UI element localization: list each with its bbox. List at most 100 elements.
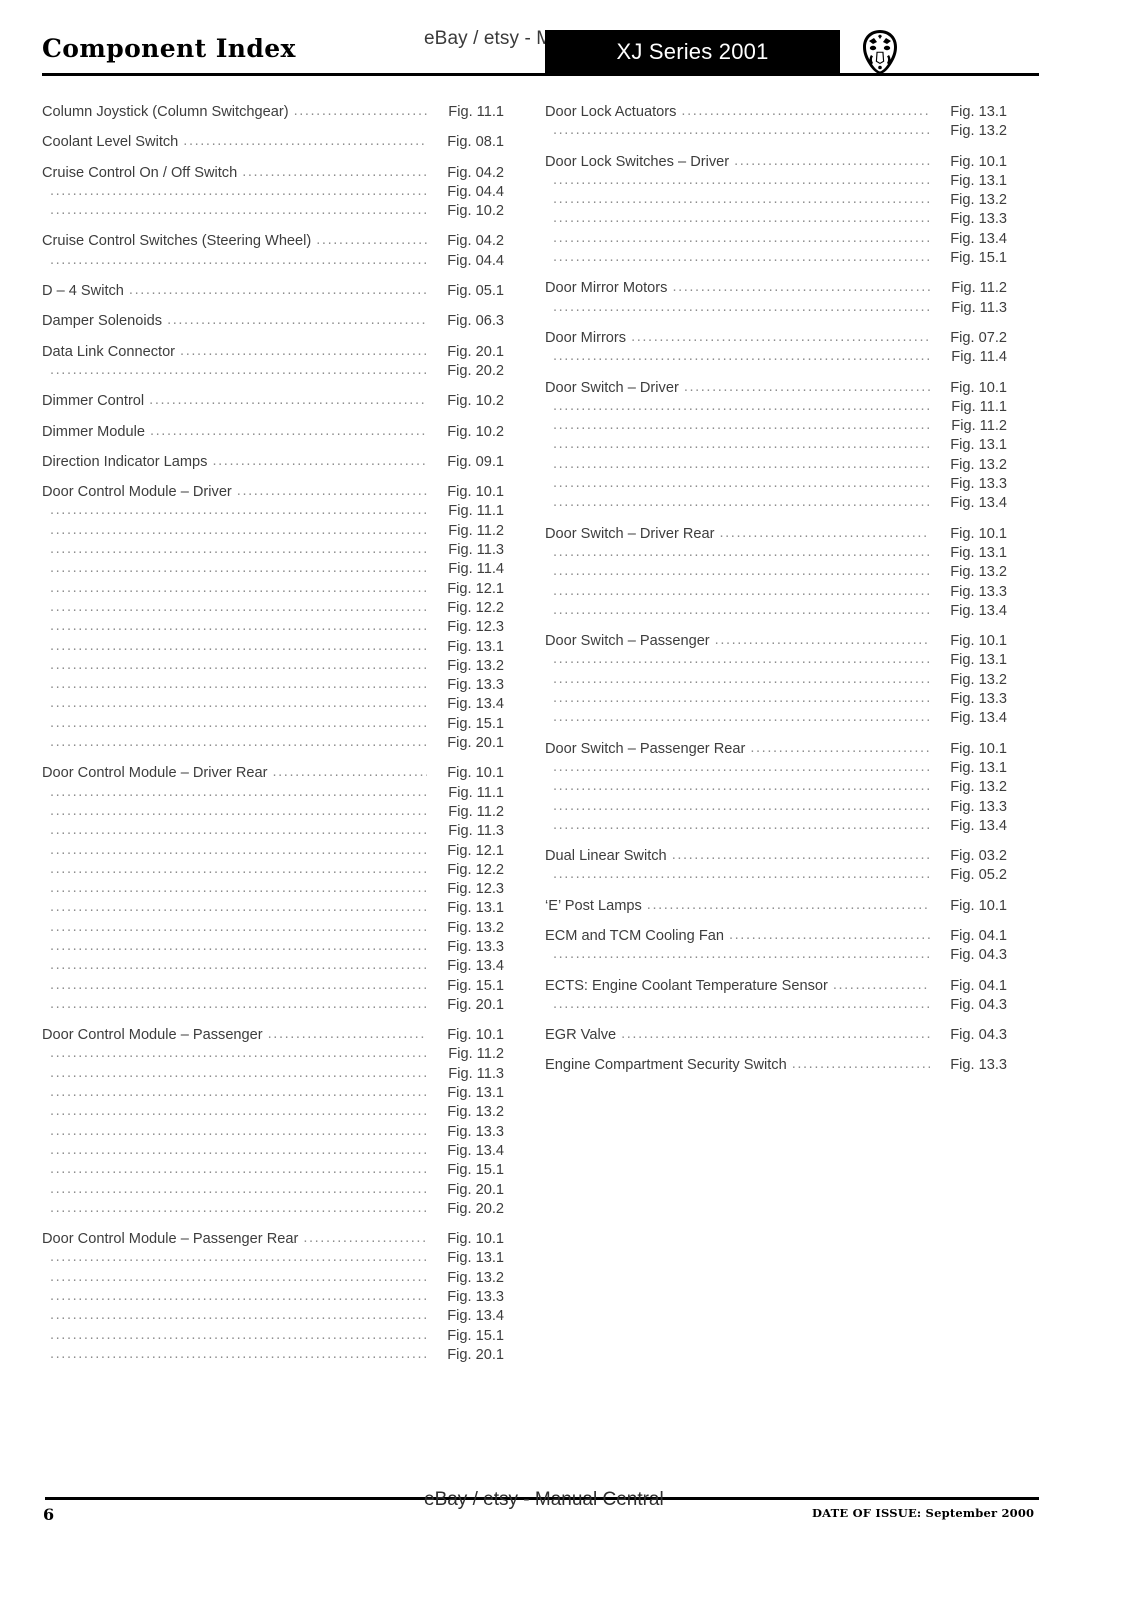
index-entry-continuation: ........................................…: [42, 1289, 504, 1308]
leader-dots: ........................................…: [50, 677, 427, 693]
figure-reference: Fig. 13.1: [447, 900, 504, 917]
figure-reference: Fig. 13.3: [950, 691, 1007, 708]
index-entry-label: Direction Indicator Lamps: [42, 453, 208, 470]
leader-dots: ........................................…: [791, 1057, 930, 1073]
index-entry-continuation: ........................................…: [545, 495, 1007, 514]
index-entry: ‘E’ Post Lamps..........................…: [545, 898, 1007, 917]
index-entry-continuation: ........................................…: [42, 1162, 504, 1181]
index-group: Door Mirror Motors......................…: [545, 280, 1007, 319]
leader-dots: ........................................…: [50, 542, 427, 558]
group-spacer: [42, 1016, 504, 1027]
group-spacer: [42, 123, 504, 134]
index-entry-label: Door Control Module – Driver Rear: [42, 765, 268, 782]
leader-dots: ........................................…: [50, 561, 427, 577]
leader-dots: ........................................…: [236, 484, 427, 500]
right-column: Door Lock Actuators.....................…: [545, 104, 1007, 1077]
leader-dots: ........................................…: [671, 848, 930, 864]
leader-dots: ........................................…: [553, 710, 930, 726]
index-entry-continuation: ........................................…: [42, 581, 504, 600]
index-entry-continuation: ........................................…: [42, 1308, 504, 1327]
leader-dots: ........................................…: [681, 104, 930, 119]
page-title: Component Index: [42, 34, 296, 63]
group-spacer: [42, 382, 504, 393]
index-entry: D – 4 Switch............................…: [42, 283, 504, 302]
leader-dots: ........................................…: [553, 456, 930, 472]
figure-reference: Fig. 13.4: [950, 230, 1007, 247]
leader-dots: ........................................…: [50, 1308, 427, 1324]
index-entry-continuation: ........................................…: [42, 997, 504, 1016]
figure-reference: Fig. 10.1: [950, 153, 1007, 170]
figure-reference: Fig. 13.1: [950, 172, 1007, 189]
index-entry: Dimmer Module...........................…: [42, 424, 504, 443]
index-entry-continuation: ........................................…: [545, 123, 1007, 142]
leader-dots: ........................................…: [553, 299, 930, 315]
index-group: ‘E’ Post Lamps..........................…: [545, 898, 1007, 917]
leader-dots: ........................................…: [553, 418, 930, 434]
figure-reference: Fig. 15.1: [447, 1162, 504, 1179]
figure-reference: Fig. 04.1: [950, 927, 1007, 944]
figure-reference: Fig. 20.1: [447, 735, 504, 752]
figure-reference: Fig. 10.1: [950, 633, 1007, 650]
leader-dots: ........................................…: [672, 280, 930, 296]
leader-dots: ........................................…: [621, 1027, 930, 1043]
figure-reference: Fig. 13.2: [950, 564, 1007, 581]
index-entry: Dual Linear Switch......................…: [545, 848, 1007, 867]
group-spacer: [545, 1016, 1007, 1027]
figure-reference: Fig. 10.2: [447, 423, 504, 440]
leader-dots: ........................................…: [242, 164, 427, 180]
group-spacer: [545, 730, 1007, 741]
index-entry: Cruise Control Switches (Steering Wheel)…: [42, 233, 504, 252]
figure-reference: Fig. 11.2: [448, 522, 504, 539]
figure-reference: Fig. 13.1: [447, 1085, 504, 1102]
leader-dots: ........................................…: [50, 522, 427, 538]
figure-reference: Fig. 13.3: [950, 583, 1007, 600]
index-entry-continuation: ........................................…: [545, 418, 1007, 437]
index-group: Dimmer Control..........................…: [42, 393, 504, 412]
leader-dots: ........................................…: [50, 696, 427, 712]
leader-dots: ........................................…: [50, 657, 427, 673]
index-entry-continuation: ........................................…: [42, 1066, 504, 1085]
figure-reference: Fig. 11.4: [448, 561, 504, 578]
index-entry-label: Door Switch – Passenger: [545, 633, 710, 650]
index-entry-label: ECM and TCM Cooling Fan: [545, 927, 724, 944]
figure-reference: Fig. 13.1: [447, 1250, 504, 1267]
leader-dots: ........................................…: [50, 1142, 427, 1158]
index-entry-continuation: ........................................…: [42, 503, 504, 522]
index-entry-continuation: ........................................…: [42, 978, 504, 997]
index-entry-continuation: ........................................…: [42, 1124, 504, 1143]
index-group: Engine Compartment Security Switch......…: [545, 1057, 1007, 1076]
leader-dots: ........................................…: [293, 104, 427, 119]
leader-dots: ........................................…: [553, 349, 930, 365]
leader-dots: ........................................…: [50, 996, 427, 1012]
leader-dots: ........................................…: [553, 652, 930, 668]
index-entry-continuation: ........................................…: [42, 1143, 504, 1162]
index-entry-continuation: ........................................…: [42, 920, 504, 939]
group-spacer: [42, 154, 504, 165]
leader-dots: ........................................…: [50, 1269, 427, 1285]
index-entry-continuation: ........................................…: [545, 867, 1007, 886]
index-entry-continuation: ........................................…: [42, 1104, 504, 1123]
index-entry: Door Switch – Passenger Rear............…: [545, 741, 1007, 760]
index-entry-continuation: ........................................…: [545, 192, 1007, 211]
figure-reference: Fig. 05.1: [447, 283, 504, 300]
series-badge-background: [545, 30, 840, 74]
leader-dots: ........................................…: [553, 495, 930, 511]
watermark-bottom: eBay / etsy - Manual Central: [424, 1489, 664, 1510]
group-spacer: [42, 272, 504, 283]
group-spacer: [545, 622, 1007, 633]
leader-dots: ........................................…: [553, 123, 930, 139]
figure-reference: Fig. 13.1: [950, 104, 1007, 120]
group-spacer: [42, 413, 504, 424]
index-entry-label: Door Switch – Driver Rear: [545, 525, 715, 542]
index-entry-label: Door Control Module – Passenger: [42, 1027, 263, 1044]
leader-dots: ........................................…: [553, 867, 930, 883]
figure-reference: Fig. 04.1: [950, 977, 1007, 994]
figure-reference: Fig. 10.1: [950, 740, 1007, 757]
leader-dots: ........................................…: [553, 691, 930, 707]
leader-dots: ........................................…: [150, 423, 427, 439]
header-divider: [42, 73, 1039, 76]
leader-dots: ........................................…: [553, 544, 930, 560]
figure-reference: Fig. 11.3: [448, 542, 504, 559]
index-group: Door Lock Switches – Driver.............…: [545, 154, 1007, 270]
leader-dots: ........................................…: [50, 1200, 427, 1216]
